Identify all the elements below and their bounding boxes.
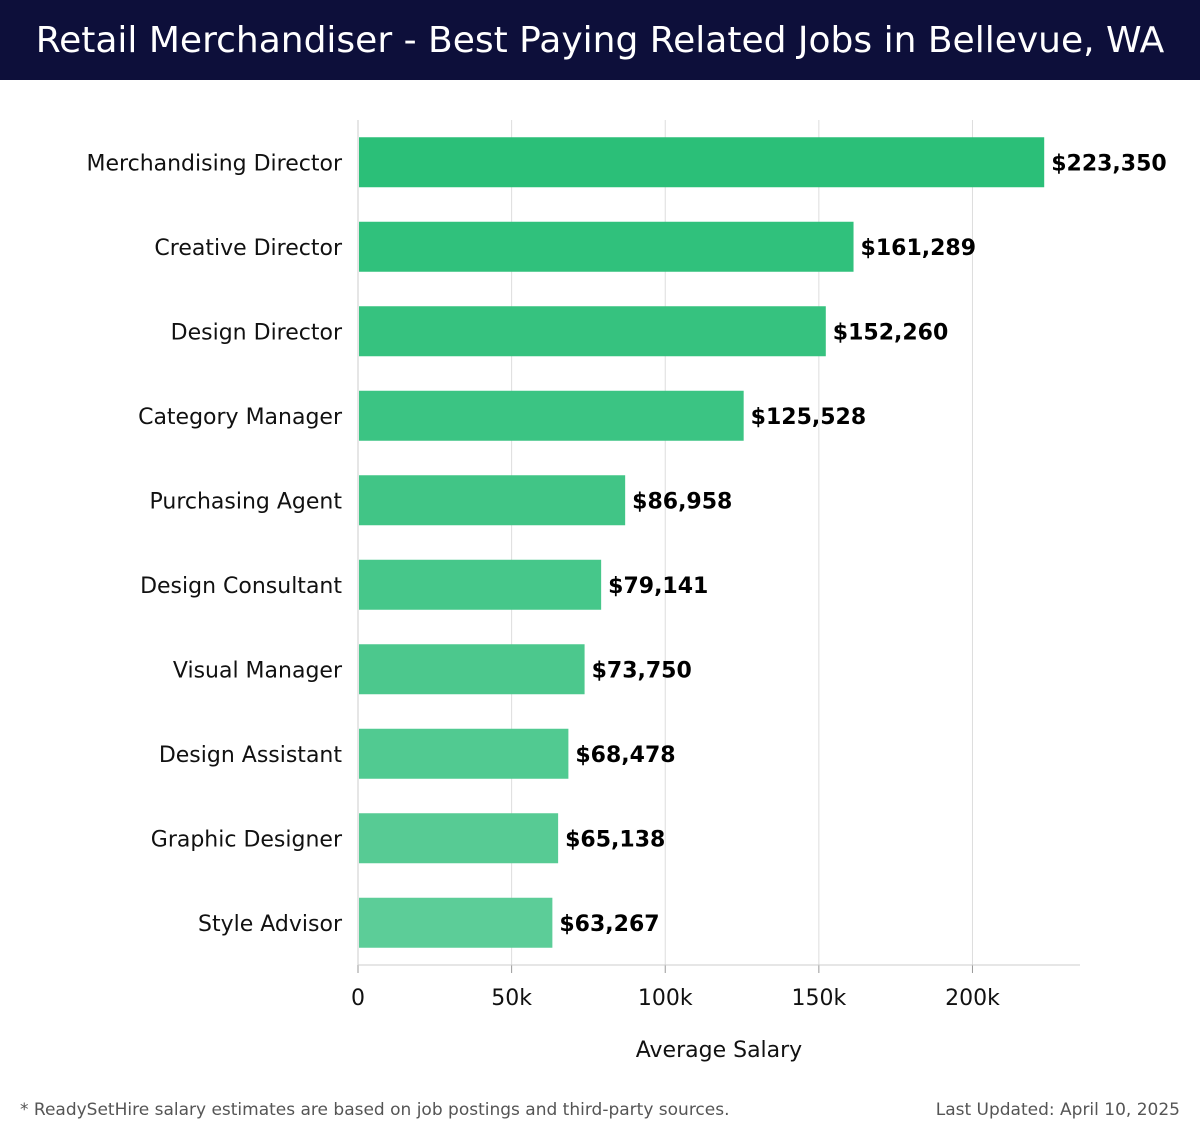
footnote: * ReadySetHire salary estimates are base… [20,1100,730,1120]
category-labels: Merchandising Director Creative Director D… [87,151,343,937]
bar [359,221,854,272]
chart-header: Retail Merchandiser - Best Paying Relate… [0,0,1200,80]
x-axis-title: Average Salary [636,1038,802,1063]
value-label: $73,750 [592,658,692,683]
category-label: Creative Director [154,236,343,261]
bar [359,559,602,610]
bar [359,644,585,695]
bar [359,390,744,441]
value-label: $223,350 [1051,151,1167,176]
value-labels: $223,350 $161,289 $152,260 $125,528 $86,958 $… [559,151,1166,937]
x-axis: 0 50k 100k 150k 200k Average Salary [351,120,1080,1063]
x-tick-label: 0 [351,986,365,1011]
category-label: Visual Manager [173,658,343,683]
value-label: $125,528 [751,405,867,430]
category-label: Design Consultant [140,574,342,599]
category-label: Design Assistant [159,743,343,768]
category-label: Style Advisor [198,912,343,937]
x-tick-label: 150k [791,986,846,1011]
x-tick-label: 100k [638,986,693,1011]
last-updated: Last Updated: April 10, 2025 [935,1100,1180,1120]
x-tick-label: 200k [945,986,1000,1011]
category-label: Merchandising Director [87,151,343,176]
bar [359,897,553,948]
category-label: Category Manager [138,405,343,430]
value-label: $86,958 [632,489,732,514]
value-label: $63,267 [559,912,659,937]
value-label: $152,260 [833,320,949,345]
value-label: $65,138 [565,827,665,852]
value-label: $161,289 [861,236,977,261]
chart-title: Retail Merchandiser - Best Paying Relate… [35,19,1165,61]
bar [359,475,626,526]
bar [359,813,559,864]
category-label: Graphic Designer [151,827,343,852]
category-label: Purchasing Agent [150,489,343,514]
bar [359,728,569,779]
bar [359,306,826,357]
value-label: $68,478 [575,743,675,768]
category-label: Design Director [171,320,343,345]
bars [359,137,1045,948]
bar [359,137,1045,188]
value-label: $79,141 [608,574,708,599]
x-tick-label: 50k [491,986,532,1011]
salary-bar-chart: Merchandising Director Creative Director D… [87,120,1167,1063]
